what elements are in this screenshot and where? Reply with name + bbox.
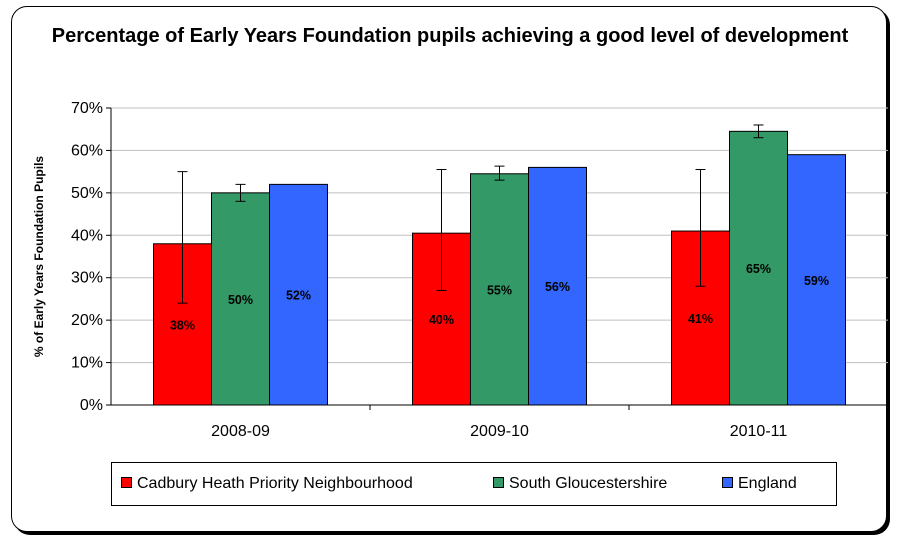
y-tick-label: 40% — [71, 227, 103, 244]
y-tick-label: 10% — [71, 355, 103, 372]
bar-data-label: 59% — [804, 274, 829, 288]
bar-data-label: 55% — [487, 283, 512, 297]
x-tick-label: 2008-09 — [211, 423, 270, 440]
chart-title: Percentage of Early Years Foundation pup… — [51, 25, 849, 47]
bar-data-label: 38% — [170, 318, 195, 332]
bar-data-label: 40% — [429, 313, 454, 327]
bar — [470, 173, 529, 406]
y-tick-label: 0% — [80, 397, 103, 414]
x-tick-label: 2010-11 — [730, 423, 788, 440]
x-tick-label: 2009-10 — [470, 423, 529, 440]
legend-swatch-england — [722, 477, 733, 489]
y-tick-label: 70% — [71, 100, 103, 117]
y-tick-label: 50% — [71, 185, 103, 202]
bar — [211, 192, 270, 406]
bar — [269, 183, 328, 406]
chart-legend: Cadbury Heath Priority Neighbourhood Sou… — [111, 462, 837, 506]
legend-item-england: England — [722, 475, 797, 493]
y-tick-label: 60% — [71, 142, 103, 159]
legend-label-england: England — [738, 475, 797, 492]
bar — [528, 166, 587, 406]
bar-data-label: 52% — [286, 289, 311, 303]
legend-swatch-south-gloucestershire — [493, 477, 504, 489]
y-tick-label: 20% — [71, 312, 103, 329]
bar-data-label: 65% — [746, 262, 771, 276]
legend-item-cadbury-heath: Cadbury Heath Priority Neighbourhood — [121, 475, 413, 493]
bar — [729, 130, 788, 406]
bar — [787, 154, 846, 406]
bar-data-label: 41% — [688, 312, 713, 326]
y-axis-title: % of Early Years Foundation Pupils — [32, 156, 46, 357]
bar-data-label: 50% — [228, 293, 253, 307]
legend-label-cadbury-heath: Cadbury Heath Priority Neighbourhood — [137, 475, 413, 492]
y-tick-label: 30% — [71, 270, 103, 287]
bar-data-label: 56% — [545, 280, 570, 294]
legend-label-south-gloucestershire: South Gloucestershire — [509, 475, 668, 492]
legend-item-south-gloucestershire: South Gloucestershire — [493, 475, 667, 493]
legend-swatch-cadbury-heath — [121, 477, 132, 489]
